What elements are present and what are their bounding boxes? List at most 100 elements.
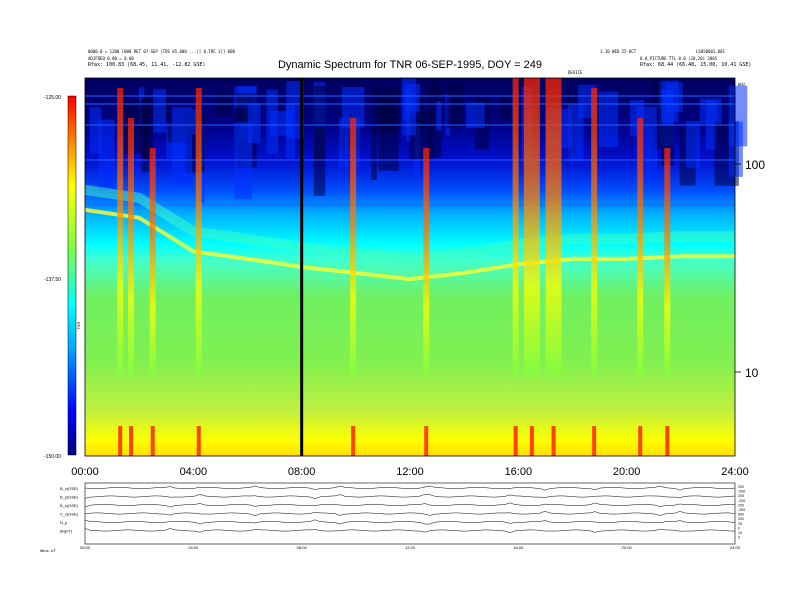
- x-tick-label: 20:00: [613, 466, 641, 478]
- plot-frame: [84, 77, 736, 457]
- lower-tick-label: 04:00: [188, 545, 199, 550]
- spectrum-texture-patch: [371, 126, 377, 180]
- spectrum-texture-patch: [153, 89, 167, 133]
- spectrum-texture-patch: [89, 107, 102, 154]
- colorbar-tick-mid: -137.50: [44, 277, 61, 283]
- lower-right-label: 200: [738, 494, 744, 498]
- spectrum-texture-patch: [466, 102, 485, 129]
- colorbar-tick-max: -125.00: [44, 95, 61, 101]
- right-tick-label-100: 100: [745, 158, 765, 172]
- lower-row-label: B_z(GSE): [60, 503, 79, 508]
- lower-row-label: B_y(GSE): [60, 495, 79, 500]
- burst-column: [591, 88, 598, 376]
- header-line1-far-right: LS050001.001: [696, 49, 725, 54]
- lower-right-label: -200: [738, 508, 745, 512]
- header-line1-right: 1.10 WED 25-OCT: [600, 49, 637, 54]
- burst-column: [637, 118, 644, 376]
- spectrum-texture-patch: [685, 121, 700, 168]
- lower-row-trace: [84, 485, 736, 491]
- lower-panels-frame: [84, 482, 736, 545]
- header-line2-right: 0.0_PICTURE TTL 0.0 (20,20) 2005: [640, 56, 718, 61]
- burst-base: [424, 426, 429, 456]
- lower-right-label: 0: [738, 526, 740, 530]
- spectrum-texture-patch: [342, 86, 365, 128]
- burst-column: [128, 118, 135, 376]
- x-tick-label: 16:00: [505, 466, 533, 478]
- burst-base: [592, 426, 597, 456]
- lower-row-trace: [84, 528, 736, 533]
- emission-band-upper: [84, 184, 735, 265]
- burst-column: [545, 78, 562, 376]
- burst-base: [150, 426, 155, 456]
- spectrum-texture-patch: [419, 97, 425, 129]
- lower-tick-label: 20:00: [622, 545, 633, 550]
- lower-bottom-label: Mins. UT: [40, 548, 57, 553]
- burst-column: [512, 78, 519, 376]
- lower-right-label: 0: [738, 536, 740, 540]
- colorbar-tick-min: -150.00: [44, 454, 61, 460]
- spectrum-texture-patch: [500, 95, 511, 121]
- lower-right-label: 25: [738, 522, 742, 526]
- spectrum-texture-patch: [314, 85, 326, 162]
- burst-column: [117, 88, 124, 376]
- lower-row-trace: [84, 519, 736, 525]
- lower-right-label: 200: [738, 517, 744, 521]
- lower-row-label: B_x(GSE): [60, 486, 79, 491]
- header-line3-left: Rfax: 100.83 (68.45, 11.41, -12.82 GSE): [88, 62, 206, 68]
- lower-right-label: -200: [738, 490, 745, 494]
- lower-row-trace: [84, 502, 735, 508]
- colorbar-label: TNR: [76, 322, 81, 330]
- burst-base: [351, 426, 356, 456]
- plot-area: [84, 77, 748, 457]
- lower-row-trace: [84, 511, 736, 516]
- lower-tick-label: 16:00: [513, 545, 524, 550]
- lower-row-label: V_x(GSE): [60, 512, 79, 517]
- lower-tick-label: 24:00: [730, 545, 741, 550]
- x-tick-label: 08:00: [288, 466, 316, 478]
- burst-base: [118, 426, 123, 456]
- colorbar: [67, 95, 77, 456]
- spectrum-texture-patch: [436, 101, 442, 131]
- burst-base: [529, 426, 534, 456]
- header-line1-left: 0000.0 = 1200 [000 RET 07-SEP (TDS 05.00…: [88, 49, 235, 54]
- burst-column: [423, 148, 430, 376]
- lower-right-label: 200: [738, 503, 744, 507]
- burst-base: [665, 426, 670, 456]
- burst-base: [196, 426, 201, 456]
- burst-base: [513, 426, 518, 456]
- burst-column: [350, 118, 357, 376]
- spectrum-texture-patch: [313, 126, 326, 196]
- burst-column: [149, 148, 156, 376]
- lower-row-trace: [84, 494, 736, 499]
- right-tick-label-10: 10: [745, 366, 759, 380]
- lower-right-label: -200: [738, 499, 745, 503]
- lower-right-label: 600: [738, 513, 744, 517]
- lower-right-label: 200: [738, 485, 744, 489]
- x-tick-label: 04:00: [180, 466, 208, 478]
- spectrum-texture-patch: [378, 94, 399, 171]
- burst-base: [551, 426, 556, 456]
- emission-band-edge: [84, 207, 735, 282]
- spectrum-texture-patch: [191, 109, 196, 135]
- x-tick-label: 00:00: [71, 466, 99, 478]
- lower-panels: B_x(GSE) B_y(GSE) B_z(GSE) V_x(GSE) N_p |B|(n…: [40, 482, 745, 553]
- lower-tick-label: 08:00: [297, 545, 308, 550]
- burst-column: [664, 148, 671, 376]
- spectrum-texture-patch: [699, 98, 722, 124]
- lower-row-label: N_p: [60, 520, 68, 525]
- lower-right-label: 10: [738, 531, 742, 535]
- burst-column: [195, 88, 202, 376]
- spectrum-texture-patch: [568, 104, 584, 161]
- spectrum-texture-patch: [98, 119, 115, 191]
- x-tick-label: 12:00: [396, 466, 424, 478]
- header-line3-right: Rfax: 68.44 (66.48, 15.00, 10.41 GSE): [640, 62, 752, 68]
- spectrum-texture-patch: [662, 90, 674, 126]
- right-axis-unit: kHz: [738, 82, 746, 87]
- lower-row-label: |B|(nT): [60, 529, 73, 534]
- lower-tick-label: 12:00: [405, 545, 416, 550]
- spectrum-texture-patch: [266, 89, 278, 154]
- burst-base: [638, 426, 643, 456]
- spectrum-texture-patch: [653, 78, 661, 149]
- burst-base: [129, 426, 134, 456]
